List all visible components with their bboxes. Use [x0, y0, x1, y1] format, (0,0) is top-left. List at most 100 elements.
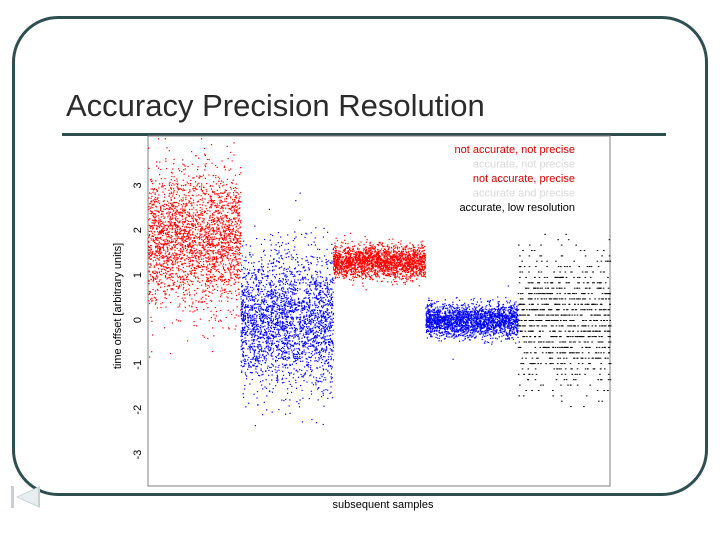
data-point — [243, 240, 245, 242]
data-point — [272, 326, 274, 328]
data-point — [177, 296, 179, 298]
data-point — [326, 326, 328, 328]
data-point — [283, 356, 285, 358]
data-point — [332, 314, 334, 316]
data-point — [211, 243, 213, 245]
data-point — [192, 214, 194, 216]
data-point — [284, 364, 286, 367]
data-point — [222, 265, 224, 267]
data-point — [255, 334, 257, 336]
data-point — [246, 268, 248, 270]
data-point — [207, 285, 209, 287]
data-point — [302, 299, 304, 302]
data-point — [308, 326, 310, 328]
data-point — [231, 260, 233, 262]
data-point — [218, 192, 220, 195]
data-point — [245, 343, 247, 345]
data-point — [215, 270, 217, 272]
data-point — [221, 250, 223, 252]
data-point — [210, 246, 212, 248]
data-point — [290, 271, 292, 273]
data-point — [276, 298, 278, 300]
data-point — [236, 223, 238, 225]
data-point — [267, 341, 269, 343]
data-point — [259, 341, 261, 343]
data-point — [200, 227, 203, 229]
data-point — [183, 249, 185, 251]
data-point — [240, 309, 242, 311]
data-point — [188, 243, 190, 245]
data-point — [189, 260, 192, 263]
data-point — [263, 313, 265, 316]
data-point — [199, 253, 201, 255]
data-point — [235, 229, 238, 231]
data-point — [332, 305, 334, 307]
data-point — [331, 348, 333, 351]
data-point — [242, 355, 244, 357]
data-point — [303, 305, 306, 307]
data-point — [228, 237, 230, 239]
data-point — [203, 229, 206, 231]
data-point — [221, 253, 223, 256]
data-point — [211, 251, 213, 253]
data-point — [259, 336, 261, 338]
data-point — [227, 253, 230, 255]
data-point — [258, 288, 260, 290]
data-point — [213, 211, 215, 214]
data-point — [284, 339, 286, 341]
data-point — [183, 169, 185, 171]
data-point — [181, 212, 183, 214]
data-point — [176, 247, 178, 249]
data-point — [307, 306, 309, 308]
data-point — [325, 324, 327, 326]
data-point — [254, 331, 256, 333]
data-point — [205, 237, 207, 239]
data-point — [181, 211, 183, 214]
data-point — [307, 319, 309, 321]
data-point — [303, 306, 306, 308]
data-point — [248, 294, 250, 296]
data-point — [210, 279, 212, 281]
data-point — [273, 318, 275, 320]
data-point — [206, 231, 208, 233]
data-point — [230, 224, 232, 227]
data-point — [262, 312, 265, 314]
data-point — [227, 220, 229, 222]
data-point — [176, 243, 178, 245]
data-point — [152, 203, 154, 205]
data-point — [154, 193, 156, 195]
data-point — [168, 150, 170, 152]
data-point — [196, 252, 198, 254]
data-point — [257, 337, 259, 340]
data-point — [266, 409, 268, 411]
data-point — [171, 172, 173, 174]
data-point — [293, 355, 295, 357]
data-point — [224, 246, 226, 248]
data-point — [329, 344, 331, 347]
data-point — [294, 302, 296, 304]
data-point — [214, 247, 216, 249]
data-point — [198, 243, 200, 245]
data-point — [285, 398, 287, 400]
data-point — [188, 230, 190, 232]
data-point — [260, 331, 262, 333]
data-point — [242, 313, 244, 315]
data-point — [245, 334, 247, 336]
data-point — [317, 306, 320, 308]
data-point — [293, 357, 295, 359]
data-point — [236, 240, 238, 242]
data-point — [248, 365, 250, 367]
data-point — [305, 341, 307, 344]
data-point — [278, 267, 280, 269]
data-point — [204, 198, 206, 200]
data-point — [211, 242, 214, 244]
data-point — [253, 352, 255, 354]
data-point — [200, 258, 202, 260]
data-point — [223, 239, 225, 241]
data-point — [260, 312, 262, 314]
data-point — [305, 282, 307, 284]
data-point — [289, 346, 292, 348]
data-point — [169, 219, 171, 221]
data-point — [228, 235, 230, 237]
data-point — [330, 359, 332, 361]
